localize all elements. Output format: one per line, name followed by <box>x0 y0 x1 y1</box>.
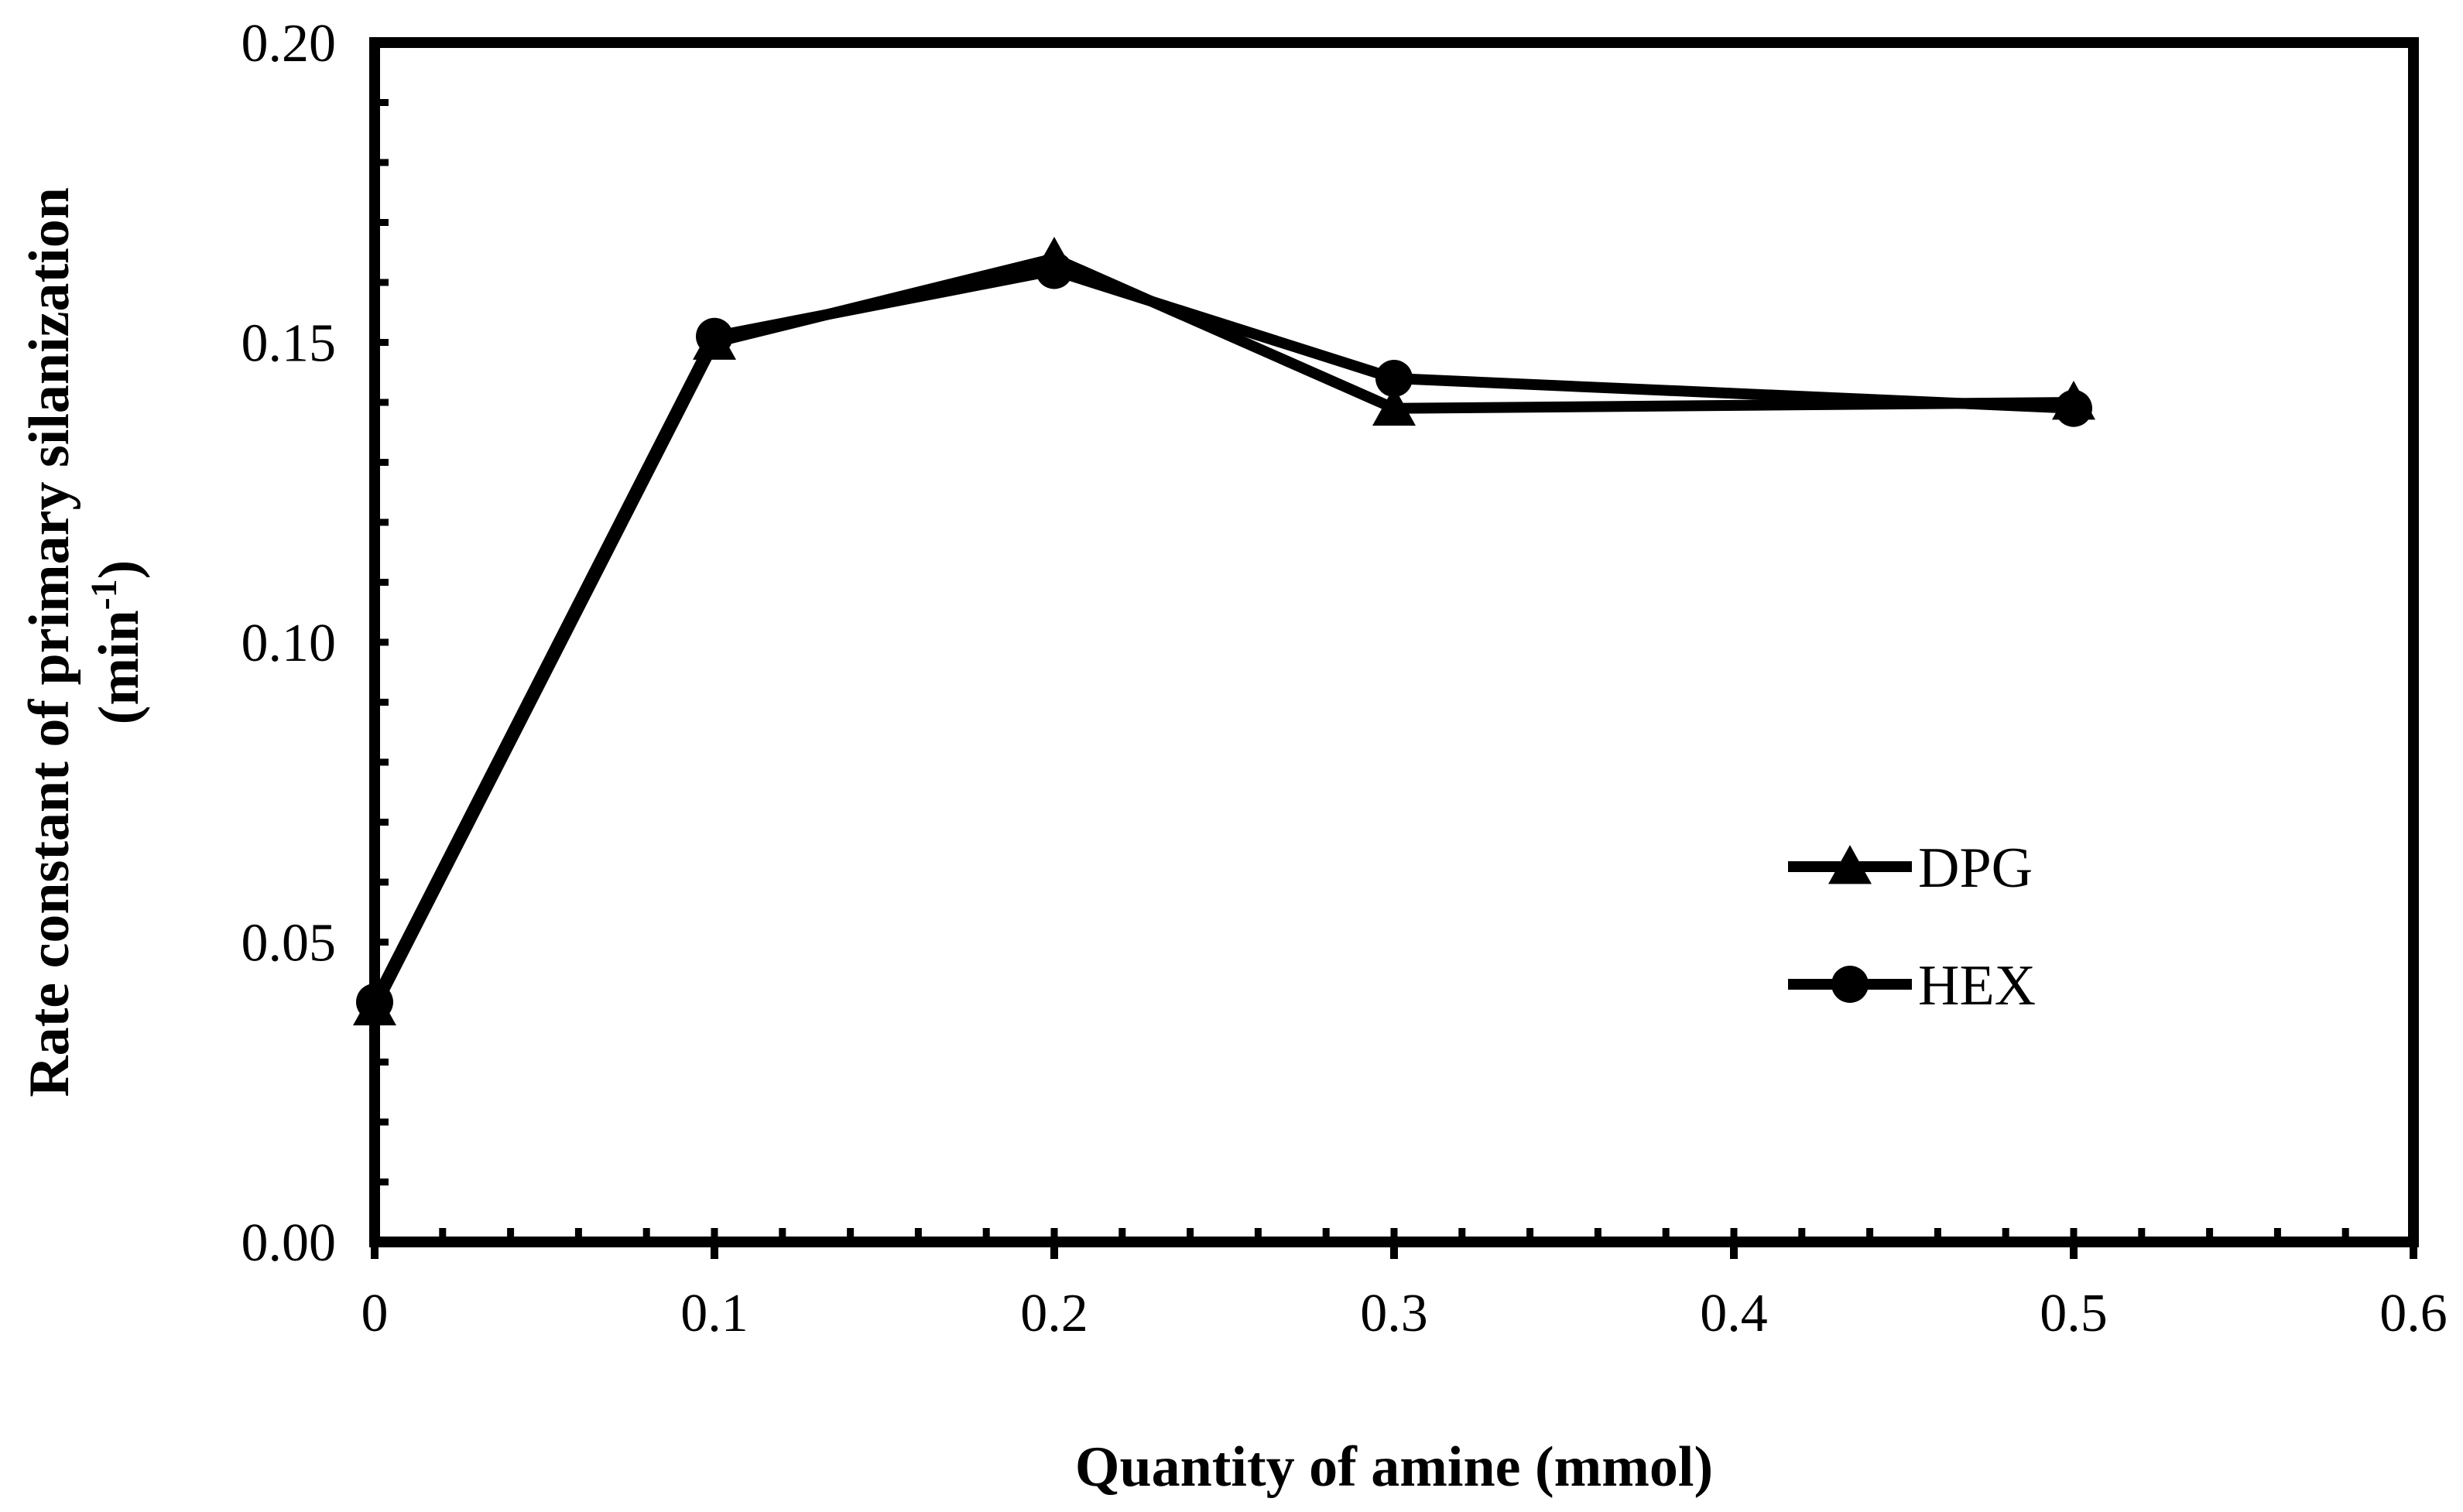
y-tick-labels: 0.00 0.05 0.10 0.15 0.20 <box>242 14 337 1273</box>
x-tick-label: 0 <box>361 1284 389 1343</box>
x-tick-label: 0.1 <box>680 1284 748 1343</box>
y-tick-label: 0.10 <box>242 614 337 673</box>
x-tick-label: 0.4 <box>1700 1284 1768 1343</box>
point-hex <box>1375 360 1413 397</box>
legend-label-hex: HEX <box>1918 954 2036 1018</box>
plot-frame <box>369 37 2419 1247</box>
y-axis-title: Rate constant of primary silanization <box>18 187 81 1097</box>
legend-label-dpg: DPG <box>1918 836 2033 900</box>
x-tick-label: 0.3 <box>1360 1284 1428 1343</box>
y-axis-unit: (min-1) <box>84 560 151 725</box>
point-hex <box>2055 389 2092 427</box>
point-hex <box>696 317 733 355</box>
x-axis-title: Quantity of amine (mmol) <box>1075 1435 1713 1499</box>
x-tick-label: 0.6 <box>2379 1284 2448 1343</box>
x-tick-label: 0.5 <box>2040 1284 2108 1343</box>
legend-marker-dpg <box>1828 845 1872 884</box>
minor-ticks <box>371 39 2417 1259</box>
x-tick-label: 0.2 <box>1020 1284 1088 1343</box>
y-tick-label: 0.15 <box>242 314 337 374</box>
y-tick-label: 0.20 <box>242 14 337 74</box>
y-tick-label: 0.05 <box>242 914 337 973</box>
x-tick-labels: 0 0.1 0.2 0.3 0.4 0.5 0.6 <box>361 1284 2448 1343</box>
point-dpg <box>1372 386 1416 426</box>
point-hex <box>1036 251 1073 289</box>
series-layer <box>353 237 2095 1026</box>
legend-marker-hex <box>1831 966 1869 1003</box>
y-unit-superscript: -1 <box>84 579 125 610</box>
y-unit-prefix: (min <box>87 610 151 724</box>
y-unit-suffix: ) <box>87 560 151 580</box>
legend: DPG HEX <box>1788 836 2036 1018</box>
series-line-dpg <box>369 253 2074 1011</box>
point-hex <box>356 983 393 1021</box>
y-tick-label: 0.00 <box>242 1213 337 1273</box>
series-line-hex <box>369 265 2074 1005</box>
